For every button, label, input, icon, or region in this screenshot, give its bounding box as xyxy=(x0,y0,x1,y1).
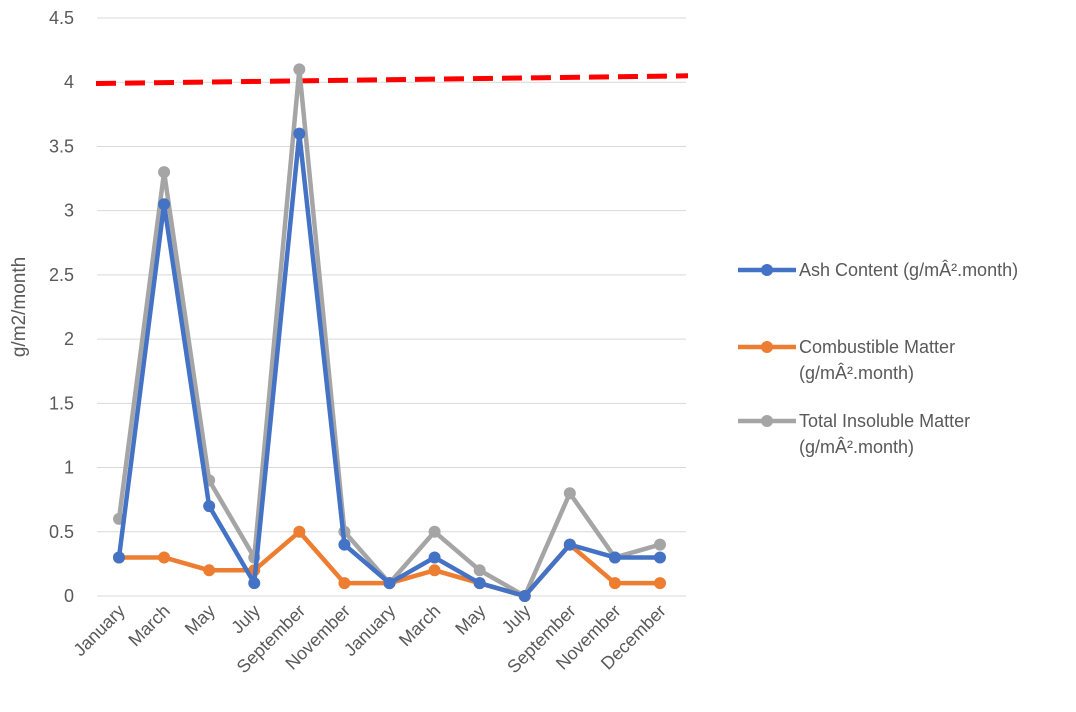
legend: Ash Content (g/mÂ².month) Combustible Mat… xyxy=(738,260,1018,457)
data-point xyxy=(654,551,666,564)
x-tick-label: July xyxy=(498,601,535,638)
x-tick-label: March xyxy=(395,601,445,651)
series-layer xyxy=(113,63,666,602)
data-point xyxy=(383,577,396,590)
x-tick-label: May xyxy=(451,601,489,639)
legend-item: Combustible Matter (g/mÂ².month) xyxy=(738,337,955,383)
legend-swatch-marker xyxy=(761,341,773,353)
series-1 xyxy=(113,525,666,602)
data-point xyxy=(113,551,125,564)
data-point xyxy=(518,590,531,602)
data-point xyxy=(158,166,171,179)
x-tick-label: January xyxy=(69,601,128,660)
data-point xyxy=(654,538,666,551)
data-point xyxy=(428,564,441,577)
y-tick-label: 2.5 xyxy=(49,265,74,285)
x-tick-label: July xyxy=(227,601,264,638)
data-point xyxy=(248,577,261,590)
y-tick-labels: 0 0.5 1 1.5 2 2.5 3 3.5 4 4.5 xyxy=(49,8,74,606)
y-tick-label: 1 xyxy=(64,458,74,478)
data-point xyxy=(338,538,351,551)
data-point xyxy=(158,198,171,211)
data-point xyxy=(158,551,171,564)
legend-item: Ash Content (g/mÂ².month) xyxy=(738,260,1018,280)
legend-swatch-marker xyxy=(761,264,773,276)
data-point xyxy=(338,577,351,590)
series-line xyxy=(116,67,661,599)
data-point xyxy=(203,564,216,577)
y-tick-label: 0.5 xyxy=(49,522,74,542)
data-point xyxy=(473,577,486,590)
y-tick-label: 3 xyxy=(64,201,74,221)
data-point xyxy=(608,577,621,590)
data-point xyxy=(473,564,486,577)
legend-label: (g/mÂ².month) xyxy=(799,437,914,457)
legend-label: Combustible Matter xyxy=(799,337,955,357)
y-tick-label: 2 xyxy=(64,329,74,349)
legend-label: Ash Content (g/mÂ².month) xyxy=(799,260,1018,280)
data-point xyxy=(428,551,441,564)
y-axis-title: g/m2/month xyxy=(9,257,30,357)
data-point xyxy=(563,487,576,500)
data-point xyxy=(293,63,306,76)
data-point xyxy=(563,538,576,551)
x-tick-label: March xyxy=(124,601,174,651)
data-point xyxy=(428,525,441,538)
series-2 xyxy=(113,63,666,602)
data-point xyxy=(608,551,621,564)
y-tick-label: 3.5 xyxy=(49,136,74,156)
data-point xyxy=(293,127,306,140)
reference-line-layer xyxy=(95,73,689,87)
data-point xyxy=(654,577,666,590)
data-point xyxy=(203,500,216,513)
reference-line xyxy=(95,73,689,87)
legend-swatch-marker xyxy=(761,415,773,427)
series-0 xyxy=(113,127,666,602)
legend-label: Total Insoluble Matter xyxy=(799,411,970,431)
legend-label: (g/mÂ².month) xyxy=(799,363,914,383)
data-point xyxy=(293,525,306,538)
legend-item: Total Insoluble Matter (g/mÂ².month) xyxy=(738,411,970,457)
y-tick-label: 4 xyxy=(64,72,74,92)
series-line xyxy=(116,131,660,599)
y-tick-label: 4.5 xyxy=(49,8,74,28)
y-tick-label: 1.5 xyxy=(49,393,74,413)
y-tick-label: 0 xyxy=(64,586,74,606)
x-tick-label: May xyxy=(181,601,219,639)
